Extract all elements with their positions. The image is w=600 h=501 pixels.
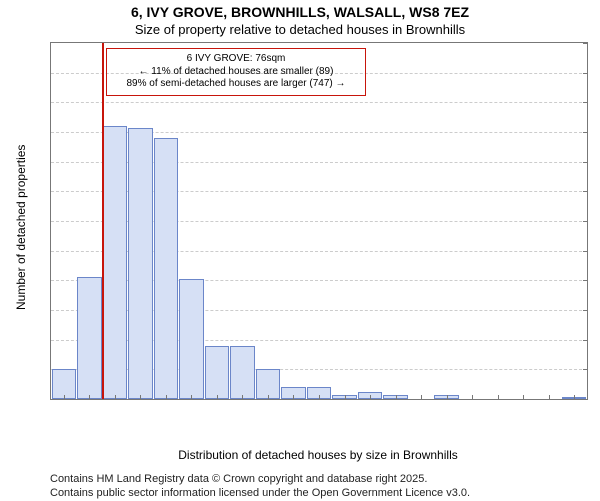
xtick-mark <box>421 395 422 400</box>
xtick-mark <box>574 395 575 400</box>
ytick-label: 80 <box>50 274 51 286</box>
chart-subtitle: Size of property relative to detached ho… <box>0 22 600 37</box>
xtick-mark <box>447 395 448 400</box>
ytick-mark <box>583 340 588 341</box>
histogram-bar <box>77 277 102 399</box>
ytick-mark <box>583 369 588 370</box>
ytick-label: 100 <box>50 245 51 257</box>
ytick-mark <box>583 399 588 400</box>
ytick-mark <box>583 221 588 222</box>
xtick-mark <box>242 395 243 400</box>
y-axis-label: Number of detached properties <box>14 145 28 310</box>
xtick-mark <box>191 395 192 400</box>
ytick-mark <box>583 132 588 133</box>
ytick-mark <box>583 43 588 44</box>
xtick-mark <box>115 395 116 400</box>
chart-container: 6, IVY GROVE, BROWNHILLS, WALSALL, WS8 7… <box>0 0 600 500</box>
xtick-mark <box>472 395 473 400</box>
chart-footer: Contains HM Land Registry data © Crown c… <box>50 472 470 501</box>
chart-title: 6, IVY GROVE, BROWNHILLS, WALSALL, WS8 7… <box>0 4 600 20</box>
xtick-mark <box>396 395 397 400</box>
histogram-bar <box>179 279 204 399</box>
histogram-bar <box>154 138 179 399</box>
ytick-label: 140 <box>50 185 51 197</box>
ytick-label: 120 <box>50 215 51 227</box>
xtick-mark <box>64 395 65 400</box>
xtick-mark <box>345 395 346 400</box>
xtick-mark <box>217 395 218 400</box>
histogram-bar <box>205 346 230 399</box>
ytick-mark <box>583 191 588 192</box>
ytick-mark <box>583 280 588 281</box>
xtick-mark <box>140 395 141 400</box>
xtick-mark <box>268 395 269 400</box>
xtick-mark <box>498 395 499 400</box>
ytick-mark <box>583 251 588 252</box>
footer-line-1: Contains HM Land Registry data © Crown c… <box>50 472 470 486</box>
xtick-mark <box>89 395 90 400</box>
ytick-label: 220 <box>50 67 51 79</box>
ytick-label: 160 <box>50 156 51 168</box>
histogram-bar <box>230 346 255 399</box>
ytick-mark <box>583 102 588 103</box>
ytick-label: 240 <box>50 42 51 49</box>
x-axis-label: Distribution of detached houses by size … <box>50 448 586 462</box>
ytick-label: 60 <box>50 304 51 316</box>
reference-line <box>102 43 104 399</box>
annotation-line: ← 11% of detached houses are smaller (89… <box>113 66 359 79</box>
xtick-mark <box>523 395 524 400</box>
plot-area: 02040608010012014016018020022024045sqm61… <box>50 42 588 400</box>
ytick-mark <box>583 310 588 311</box>
histogram-bar <box>103 126 128 399</box>
ytick-mark <box>583 162 588 163</box>
xtick-mark <box>549 395 550 400</box>
annotation-line: 89% of semi-detached houses are larger (… <box>113 78 359 91</box>
xtick-mark <box>293 395 294 400</box>
annotation-box: 6 IVY GROVE: 76sqm← 11% of detached hous… <box>106 48 366 96</box>
gridline <box>51 102 587 103</box>
xtick-mark <box>166 395 167 400</box>
ytick-mark <box>583 73 588 74</box>
xtick-mark <box>370 395 371 400</box>
histogram-bar <box>128 128 153 399</box>
ytick-label: 180 <box>50 126 51 138</box>
xtick-mark <box>319 395 320 400</box>
footer-line-2: Contains public sector information licen… <box>50 486 470 500</box>
ytick-label: 40 <box>50 334 51 346</box>
annotation-line: 6 IVY GROVE: 76sqm <box>113 53 359 66</box>
ytick-label: 200 <box>50 96 51 108</box>
